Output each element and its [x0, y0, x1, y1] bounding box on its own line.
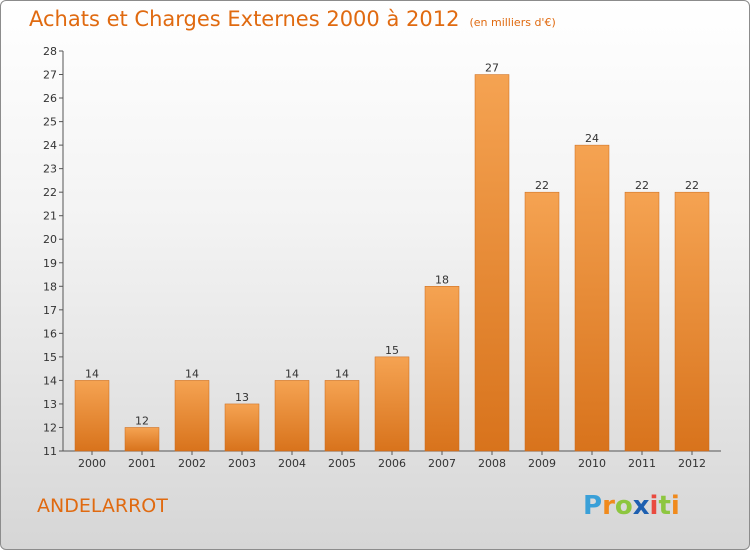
y-tick-label: 21: [43, 210, 57, 223]
logo-letter: o: [614, 491, 633, 521]
bar: [474, 74, 510, 452]
y-tick-label: 12: [43, 421, 57, 434]
y-tick-label: 14: [43, 374, 57, 387]
data-label: 24: [585, 132, 599, 145]
data-label: 14: [85, 367, 99, 380]
proxiti-logo: Proxiti: [583, 491, 680, 521]
y-tick-label: 16: [43, 327, 57, 340]
data-label: 14: [335, 367, 349, 380]
data-label: 18: [435, 273, 449, 286]
logo-letter: P: [583, 491, 603, 521]
data-label: 14: [185, 367, 199, 380]
bar: [424, 286, 460, 452]
logo-letter: i: [649, 491, 659, 521]
chart-subtitle: (en milliers d'€): [469, 16, 556, 29]
x-tick-label: 2012: [678, 457, 706, 470]
bar: [224, 403, 260, 452]
bar: [174, 380, 210, 452]
x-tick-label: 2011: [628, 457, 656, 470]
bars: [74, 74, 710, 452]
bar: [124, 427, 160, 452]
y-tick-label: 28: [43, 45, 57, 58]
x-tick-label: 2003: [228, 457, 256, 470]
x-tick-label: 2000: [78, 457, 106, 470]
x-tick-label: 2005: [328, 457, 356, 470]
x-tick-label: 2006: [378, 457, 406, 470]
y-tick-label: 17: [43, 304, 57, 317]
data-label: 12: [135, 414, 149, 427]
chart-title: Achats et Charges Externes 2000 à 2012: [29, 7, 460, 31]
bar: [274, 380, 310, 452]
logo-letter: x: [632, 491, 650, 521]
bar: [374, 356, 410, 452]
data-label: 22: [635, 179, 649, 192]
title-row: Achats et Charges Externes 2000 à 2012 (e…: [29, 7, 556, 31]
data-label: 22: [535, 179, 549, 192]
y-tick-label: 26: [43, 92, 57, 105]
logo-letter: t: [658, 491, 671, 521]
data-label: 27: [485, 62, 499, 75]
x-tick-label: 2009: [528, 457, 556, 470]
logo-letter: r: [602, 491, 615, 521]
y-tick-label: 19: [43, 257, 57, 270]
commune-name: ANDELARROT: [37, 495, 168, 517]
bar: [524, 191, 560, 452]
x-tick-label: 2008: [478, 457, 506, 470]
y-tick-label: 18: [43, 280, 57, 293]
bar: [74, 380, 110, 452]
y-tick-label: 13: [43, 398, 57, 411]
y-tick-label: 11: [43, 445, 57, 458]
data-label: 15: [385, 344, 399, 357]
x-tick-label: 2004: [278, 457, 306, 470]
y-tick-label: 22: [43, 186, 57, 199]
y-tick-label: 24: [43, 139, 57, 152]
y-tick-label: 27: [43, 69, 57, 82]
y-tick-label: 23: [43, 163, 57, 176]
data-label: 22: [685, 179, 699, 192]
data-label: 14: [285, 367, 299, 380]
y-tick-label: 20: [43, 233, 57, 246]
data-label: 13: [235, 391, 249, 404]
data-labels: 14 12 14 13 14 14 15 18 27 22 24 22 22: [85, 62, 699, 428]
bar: [624, 191, 660, 452]
x-tick-label: 2010: [578, 457, 606, 470]
bar: [324, 380, 360, 452]
x-tick-label: 2001: [128, 457, 156, 470]
bar: [574, 144, 610, 452]
x-tick-label: 2007: [428, 457, 456, 470]
logo-letter: i: [670, 491, 680, 521]
y-tick-label: 25: [43, 116, 57, 129]
bar: [674, 191, 710, 452]
x-tick-label: 2002: [178, 457, 206, 470]
y-tick-label: 15: [43, 351, 57, 364]
axes: 11 12 13 14 15 16 17 18 19 20 21 22 23 24 25 26 27 28 2000…: [43, 45, 721, 470]
